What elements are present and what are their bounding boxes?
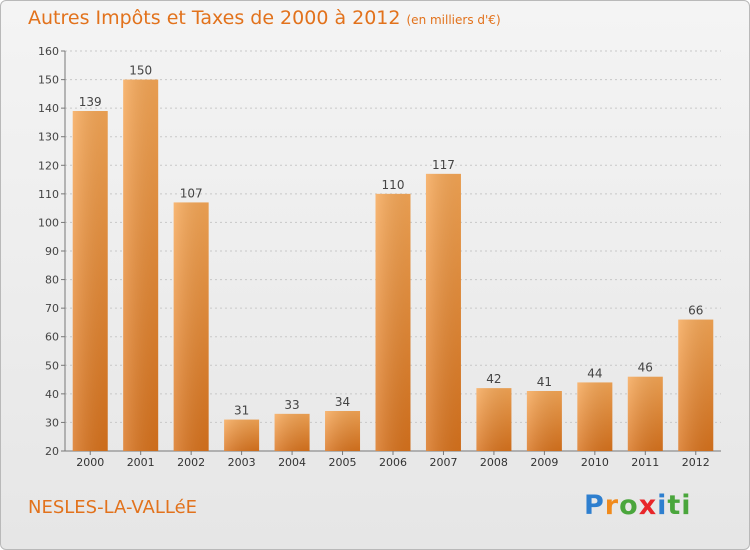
x-tick-label: 2011 [631, 456, 659, 469]
y-tick-label: 50 [45, 359, 59, 372]
bar-layer [72, 79, 714, 452]
bar-shade [425, 173, 461, 451]
chart-title-text: Autres Impôts et Taxes de 2000 à 2012 [28, 7, 401, 29]
y-tick-label: 70 [45, 302, 59, 315]
y-tick-label: 110 [38, 188, 59, 201]
bar-shade [577, 382, 613, 451]
bar-shade [274, 413, 310, 451]
y-tick-label: 40 [45, 388, 59, 401]
x-tick-label: 2010 [581, 456, 609, 469]
x-tick-label: 2005 [329, 456, 357, 469]
proxiti-logo: Proxiti [584, 490, 692, 521]
bar-shade [627, 376, 663, 451]
value-label: 42 [486, 372, 501, 386]
x-tick-label: 2007 [429, 456, 457, 469]
bar-shade [72, 111, 108, 451]
logo-letter: r [604, 490, 620, 521]
value-label: 139 [79, 95, 102, 109]
value-label: 31 [234, 404, 249, 418]
x-tick-label: 2006 [379, 456, 407, 469]
bar-shade [526, 391, 562, 451]
chart-title: Autres Impôts et Taxes de 2000 à 2012 (en… [28, 7, 501, 29]
logo-letter: x [638, 490, 658, 521]
x-tick-label: 2000 [76, 456, 104, 469]
value-label: 110 [382, 178, 405, 192]
x-tick-label: 2004 [278, 456, 306, 469]
value-label: 41 [537, 375, 552, 389]
y-tick-label: 160 [38, 45, 59, 58]
chart-subtitle: (en milliers d'€) [406, 13, 501, 27]
value-label: 33 [284, 398, 299, 412]
value-label: 107 [180, 186, 203, 200]
x-tick-label: 2003 [228, 456, 256, 469]
value-label: 66 [688, 304, 703, 318]
y-tick-label: 120 [38, 159, 59, 172]
x-tick-label: 2008 [480, 456, 508, 469]
bar-shade [123, 79, 159, 452]
y-tick-label: 60 [45, 331, 59, 344]
logo-letter: o [619, 490, 639, 521]
x-tick-label: 2002 [177, 456, 205, 469]
y-tick-label: 20 [45, 445, 59, 458]
logo-letter: i [657, 490, 668, 521]
y-tick-label: 100 [38, 216, 59, 229]
value-label: 46 [638, 361, 653, 375]
bar-shade [325, 411, 361, 451]
bar-shade [678, 319, 714, 451]
y-tick-label: 90 [45, 245, 59, 258]
y-tick-label: 30 [45, 416, 59, 429]
value-label: 34 [335, 395, 350, 409]
logo-letter: ti [667, 490, 692, 521]
y-tick-label: 150 [38, 74, 59, 87]
value-label: 44 [587, 366, 602, 380]
bar-shade [224, 419, 260, 451]
commune-name: NESLES-LA-VALLéE [28, 497, 198, 518]
value-label: 150 [129, 64, 152, 78]
x-tick-label: 2009 [530, 456, 558, 469]
x-tick-label: 2012 [682, 456, 710, 469]
logo-letter: P [584, 490, 605, 521]
y-tick-label: 130 [38, 131, 59, 144]
y-tick-label: 140 [38, 102, 59, 115]
bar-shade [375, 193, 411, 451]
x-tick-label: 2001 [127, 456, 155, 469]
bar-shade [173, 202, 209, 451]
value-label: 117 [432, 158, 455, 172]
y-tick-label: 80 [45, 274, 59, 287]
label-layer: 139 150 107 31 33 34 110 117 42 41 44 46 66 [79, 64, 704, 418]
bar-shade [476, 388, 512, 451]
